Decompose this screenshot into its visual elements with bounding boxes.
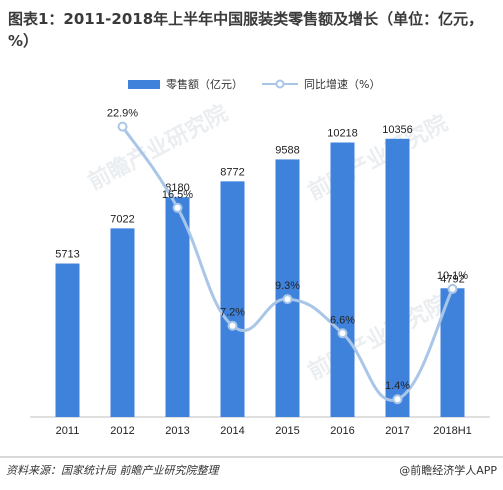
bar bbox=[330, 142, 355, 417]
source-note: 资料来源：国家统计局 前瞻产业研究院整理 bbox=[6, 464, 219, 477]
growth-value-label: 9.3% bbox=[275, 280, 300, 292]
chart-title: 图表1：2011-2018年上半年中国服装类零售额及增长（单位：亿元，%） bbox=[8, 10, 484, 50]
growth-value-label: 6.6% bbox=[330, 314, 355, 326]
bar-value-label: 4792 bbox=[440, 273, 464, 285]
legend-item-growth: 同比增速（%） bbox=[262, 76, 380, 92]
growth-point bbox=[392, 394, 403, 405]
x-tick-label: 2017 bbox=[385, 425, 409, 437]
bar bbox=[165, 197, 190, 417]
x-tick-label: 2013 bbox=[165, 425, 189, 437]
bar-value-label: 5713 bbox=[55, 249, 79, 261]
growth-value-label: 16.5% bbox=[162, 189, 193, 201]
bar-value-label: 7022 bbox=[110, 213, 134, 225]
bar bbox=[55, 263, 80, 417]
x-tick-label: 2011 bbox=[56, 425, 80, 437]
growth-value-label: 10.1% bbox=[437, 270, 468, 282]
x-tick-label: 2015 bbox=[275, 425, 299, 437]
bar bbox=[275, 159, 300, 417]
growth-point bbox=[227, 320, 238, 331]
x-tick-label: 2012 bbox=[110, 425, 134, 437]
bar-value-label: 9588 bbox=[275, 144, 299, 156]
brand-note: @前瞻经济学人APP bbox=[399, 464, 497, 477]
legend-line-label: 同比增速（%） bbox=[304, 78, 381, 91]
growth-point bbox=[117, 121, 128, 132]
growth-point bbox=[337, 328, 348, 339]
footer-divider bbox=[0, 456, 503, 458]
legend-bar-swatch bbox=[128, 79, 160, 89]
bar-value-label: 8180 bbox=[165, 182, 189, 194]
bar-value-label: 10356 bbox=[382, 124, 413, 136]
legend-line-swatch bbox=[262, 79, 298, 89]
x-tick-label: 2014 bbox=[220, 425, 244, 437]
bar bbox=[385, 138, 410, 417]
x-tick-label: 2016 bbox=[330, 425, 354, 437]
growth-point bbox=[282, 294, 293, 305]
chart-area: 5713 2011 7022 2012 8180 2013 8772 2014 9588 2015… bbox=[30, 108, 490, 437]
chart-legend: 零售额（亿元） 同比增速（%） bbox=[0, 76, 503, 94]
bar-value-label: 10218 bbox=[327, 127, 358, 139]
x-tick-label: 2018H1 bbox=[433, 425, 472, 437]
legend-bar-label: 零售额（亿元） bbox=[166, 78, 243, 91]
bar-value-label: 8772 bbox=[220, 166, 244, 178]
growth-point bbox=[172, 202, 183, 213]
bar bbox=[220, 181, 245, 417]
legend-item-retail: 零售额（亿元） bbox=[128, 76, 243, 92]
growth-value-label: 22.9% bbox=[107, 108, 138, 120]
growth-point bbox=[447, 283, 458, 294]
growth-value-label: 7.2% bbox=[220, 307, 245, 319]
growth-value-label: 1.4% bbox=[385, 380, 410, 392]
bar bbox=[110, 228, 135, 417]
